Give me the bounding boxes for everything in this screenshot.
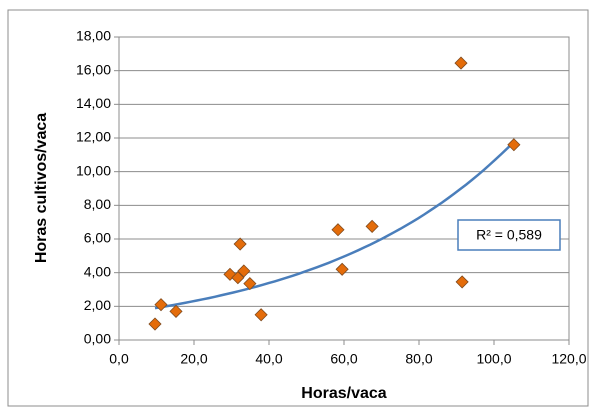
x-tick-label: 120,0 <box>551 351 586 367</box>
point <box>154 298 168 312</box>
point <box>254 308 268 322</box>
x-tick-label: 40,0 <box>255 351 282 367</box>
y-tick-label: 0,00 <box>84 331 111 347</box>
point <box>331 223 345 237</box>
y-tick-label: 14,00 <box>76 95 111 111</box>
y-tick-label: 10,00 <box>76 162 111 178</box>
x-tick-label: 80,0 <box>405 351 432 367</box>
point <box>148 317 162 331</box>
y-tick-label: 18,00 <box>76 28 111 44</box>
point <box>169 304 183 318</box>
plot-area <box>118 36 570 341</box>
annotation: R² = 0,589 <box>476 227 542 243</box>
x-tick-label: 100,0 <box>476 351 511 367</box>
point <box>335 262 349 276</box>
y-axis-title: Horas cultivos/vaca <box>33 113 50 263</box>
x-tick-label: 0,0 <box>109 351 129 367</box>
point <box>233 237 247 251</box>
y-tick-label: 8,00 <box>84 196 111 212</box>
y-tick-label: 2,00 <box>84 297 111 313</box>
x-tick-label: 20,0 <box>180 351 207 367</box>
x-tick-label: 60,0 <box>330 351 357 367</box>
point <box>237 264 251 278</box>
trendline <box>154 140 515 310</box>
point <box>243 277 257 291</box>
x-axis-title: Horas/vaca <box>301 385 386 402</box>
point <box>231 271 245 285</box>
point <box>455 275 469 289</box>
point <box>507 138 521 152</box>
y-tick-label: 4,00 <box>84 263 111 279</box>
y-tick-label: 12,00 <box>76 129 111 145</box>
point <box>365 219 379 233</box>
y-tick-label: 16,00 <box>76 61 111 77</box>
y-tick-label: 6,00 <box>84 230 111 246</box>
annotation-box <box>457 219 561 251</box>
point <box>454 56 468 70</box>
